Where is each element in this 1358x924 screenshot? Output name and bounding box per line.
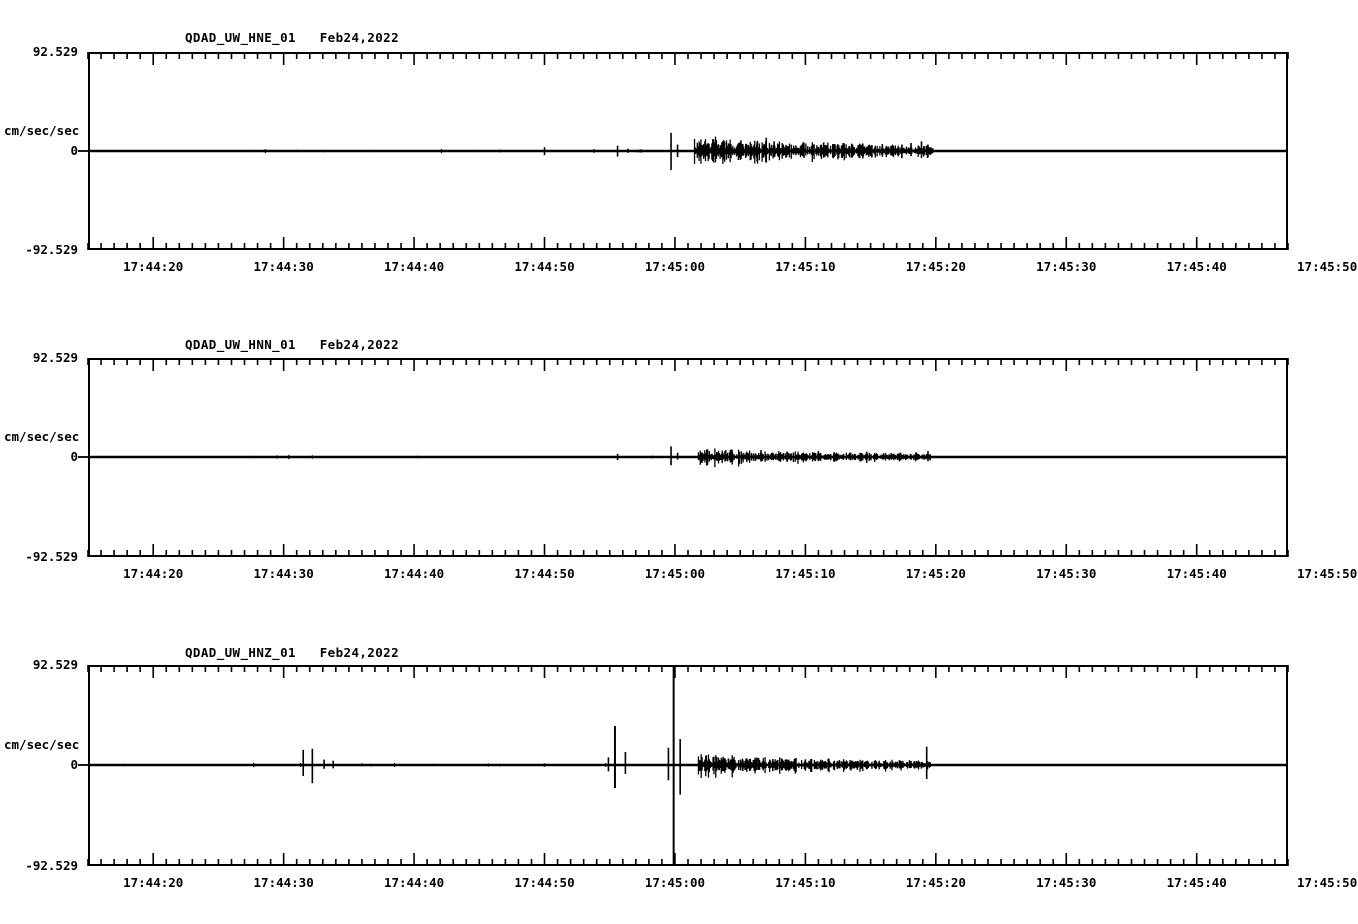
x-tick-label: 17:44:20 bbox=[123, 875, 184, 890]
y-axis-unit-label: cm/sec/sec bbox=[4, 123, 80, 138]
x-tick-label: 17:44:20 bbox=[123, 259, 184, 274]
x-tick-label: 17:45:30 bbox=[1036, 259, 1097, 274]
y-axis-max-label: 92.529 bbox=[32, 350, 78, 365]
x-tick-label: 17:45:20 bbox=[905, 566, 966, 581]
x-tick-label: 17:44:40 bbox=[383, 566, 445, 581]
y-axis-max-label: 92.529 bbox=[32, 657, 78, 672]
y-axis-min-label: -92.529 bbox=[25, 858, 78, 873]
x-tick-label: 17:44:30 bbox=[253, 875, 314, 890]
waveform-trace bbox=[90, 667, 1286, 864]
x-tick-label: 17:45:40 bbox=[1166, 875, 1227, 890]
x-tick-label: 17:45:00 bbox=[644, 566, 706, 581]
panel-title: QDAD_UW_HNE_01 Feb24,2022 bbox=[185, 30, 399, 45]
x-tick-label: 17:45:30 bbox=[1036, 875, 1097, 890]
x-tick-label: 17:44:50 bbox=[514, 875, 575, 890]
y-axis-max-label: 92.529 bbox=[32, 44, 78, 59]
x-tick-label: 17:45:00 bbox=[644, 875, 706, 890]
x-tick-label: 17:45:00 bbox=[644, 259, 706, 274]
x-tick-label: 17:45:40 bbox=[1166, 566, 1227, 581]
x-tick-label: 17:45:50 bbox=[1297, 875, 1358, 890]
waveform-trace bbox=[90, 446, 1286, 468]
panel-title: QDAD_UW_HNN_01 Feb24,2022 bbox=[185, 337, 399, 352]
x-tick-label: 17:44:30 bbox=[253, 259, 314, 274]
x-tick-label: 17:45:30 bbox=[1036, 566, 1097, 581]
x-tick-label: 17:45:20 bbox=[905, 259, 966, 274]
y-axis-zero-label: 0 bbox=[70, 143, 78, 158]
x-tick-label: 17:45:50 bbox=[1297, 566, 1358, 581]
y-axis-zero-label: 0 bbox=[70, 449, 78, 464]
x-tick-label: 17:44:50 bbox=[514, 259, 575, 274]
y-axis-zero-label: 0 bbox=[70, 757, 78, 772]
x-tick-label: 17:44:40 bbox=[383, 259, 445, 274]
x-tick-label: 17:45:10 bbox=[775, 566, 836, 581]
x-tick-label: 17:45:10 bbox=[775, 259, 836, 274]
x-tick-label: 17:44:40 bbox=[383, 875, 445, 890]
y-axis-min-label: -92.529 bbox=[25, 549, 78, 564]
x-tick-label: 17:45:40 bbox=[1166, 259, 1227, 274]
x-tick-label: 17:44:30 bbox=[253, 566, 314, 581]
y-axis-unit-label: cm/sec/sec bbox=[4, 429, 80, 444]
x-tick-label: 17:45:20 bbox=[905, 875, 966, 890]
x-tick-label: 17:45:50 bbox=[1297, 259, 1358, 274]
x-tick-label: 17:45:10 bbox=[775, 875, 836, 890]
panel-title: QDAD_UW_HNZ_01 Feb24,2022 bbox=[185, 645, 399, 660]
y-axis-unit-label: cm/sec/sec bbox=[4, 737, 80, 752]
y-axis-min-label: -92.529 bbox=[25, 242, 78, 257]
x-tick-label: 17:44:20 bbox=[123, 566, 184, 581]
x-tick-label: 17:44:50 bbox=[514, 566, 575, 581]
waveform-trace bbox=[90, 132, 1286, 171]
